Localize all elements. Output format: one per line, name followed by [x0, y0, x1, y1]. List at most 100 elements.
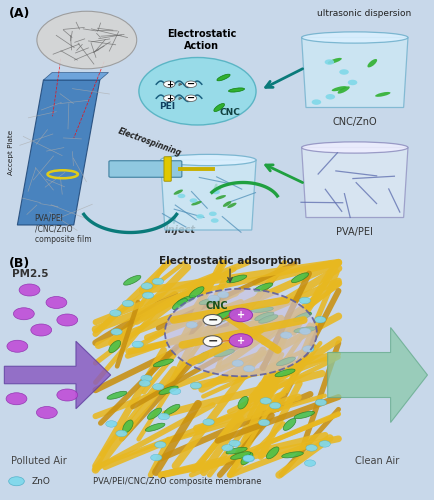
Circle shape: [260, 398, 271, 404]
Circle shape: [139, 58, 256, 125]
Text: −: −: [187, 93, 195, 104]
Circle shape: [217, 292, 229, 298]
Ellipse shape: [375, 92, 391, 97]
Ellipse shape: [266, 447, 279, 459]
Text: CNC/ZnO: CNC/ZnO: [332, 118, 377, 128]
Polygon shape: [302, 148, 408, 218]
Circle shape: [158, 413, 170, 420]
Circle shape: [243, 455, 254, 462]
Ellipse shape: [282, 452, 303, 458]
Circle shape: [155, 442, 166, 448]
Ellipse shape: [338, 86, 350, 94]
Ellipse shape: [332, 86, 347, 92]
Text: +: +: [166, 94, 173, 103]
Ellipse shape: [275, 369, 295, 377]
Circle shape: [319, 440, 330, 447]
Circle shape: [152, 278, 164, 284]
Ellipse shape: [189, 286, 204, 298]
Text: PVA/PEI: PVA/PEI: [336, 228, 373, 237]
Circle shape: [243, 366, 255, 372]
Polygon shape: [328, 328, 427, 422]
Polygon shape: [302, 38, 408, 108]
Text: PM2.5: PM2.5: [12, 269, 49, 279]
Ellipse shape: [276, 357, 296, 366]
Ellipse shape: [223, 201, 231, 207]
Polygon shape: [43, 72, 108, 80]
Circle shape: [229, 440, 240, 446]
Ellipse shape: [191, 201, 202, 205]
Circle shape: [196, 214, 204, 218]
Circle shape: [255, 326, 266, 332]
Circle shape: [151, 454, 162, 461]
Ellipse shape: [227, 275, 247, 283]
Polygon shape: [4, 341, 111, 409]
Circle shape: [164, 81, 175, 87]
FancyBboxPatch shape: [109, 161, 182, 178]
Ellipse shape: [124, 276, 141, 285]
Ellipse shape: [107, 392, 127, 400]
Circle shape: [141, 283, 152, 290]
Ellipse shape: [328, 58, 342, 64]
Circle shape: [243, 456, 254, 462]
Ellipse shape: [255, 312, 274, 320]
Ellipse shape: [123, 420, 133, 432]
Text: PEI: PEI: [159, 102, 175, 111]
Circle shape: [299, 328, 311, 334]
Circle shape: [19, 284, 40, 296]
Ellipse shape: [153, 359, 173, 367]
Circle shape: [57, 389, 78, 401]
Circle shape: [209, 212, 217, 216]
Circle shape: [185, 95, 197, 102]
Ellipse shape: [172, 298, 187, 310]
Ellipse shape: [302, 32, 408, 43]
Ellipse shape: [214, 104, 224, 112]
Polygon shape: [161, 160, 256, 230]
Text: Electrostatic
Action: Electrostatic Action: [167, 29, 237, 51]
Ellipse shape: [227, 202, 237, 208]
Ellipse shape: [177, 296, 196, 304]
Circle shape: [339, 69, 349, 74]
Ellipse shape: [204, 318, 226, 324]
Circle shape: [299, 298, 310, 304]
Circle shape: [153, 384, 164, 390]
Text: CNC: CNC: [206, 301, 228, 311]
Circle shape: [302, 346, 314, 352]
Ellipse shape: [216, 195, 226, 200]
Ellipse shape: [233, 306, 249, 316]
Text: −: −: [187, 79, 195, 89]
Ellipse shape: [148, 408, 162, 420]
Circle shape: [170, 388, 181, 394]
Circle shape: [190, 382, 201, 389]
Text: (B): (B): [9, 258, 30, 270]
Circle shape: [325, 60, 334, 65]
Circle shape: [280, 332, 292, 338]
Text: Inject: Inject: [164, 225, 196, 235]
Ellipse shape: [368, 59, 377, 68]
Circle shape: [141, 375, 152, 382]
Circle shape: [31, 324, 52, 336]
Text: PVA/PEI/CNC/ZnO composite membrane: PVA/PEI/CNC/ZnO composite membrane: [93, 477, 262, 486]
Circle shape: [222, 444, 233, 451]
Ellipse shape: [238, 396, 248, 409]
Circle shape: [270, 402, 281, 409]
Ellipse shape: [159, 386, 178, 394]
Circle shape: [203, 336, 222, 347]
Ellipse shape: [199, 298, 220, 304]
Circle shape: [208, 295, 220, 302]
Text: +: +: [237, 310, 245, 320]
Text: (A): (A): [9, 8, 30, 20]
Circle shape: [7, 340, 28, 352]
Circle shape: [259, 420, 270, 426]
Circle shape: [306, 444, 317, 451]
Circle shape: [212, 190, 220, 194]
Circle shape: [106, 420, 117, 427]
Circle shape: [211, 218, 219, 223]
Circle shape: [116, 430, 127, 436]
Ellipse shape: [145, 423, 165, 432]
Ellipse shape: [174, 190, 183, 195]
Circle shape: [139, 380, 150, 386]
Circle shape: [186, 322, 197, 328]
Ellipse shape: [259, 314, 278, 323]
Text: ultrasonic dispersion: ultrasonic dispersion: [317, 8, 412, 18]
Circle shape: [229, 334, 253, 347]
